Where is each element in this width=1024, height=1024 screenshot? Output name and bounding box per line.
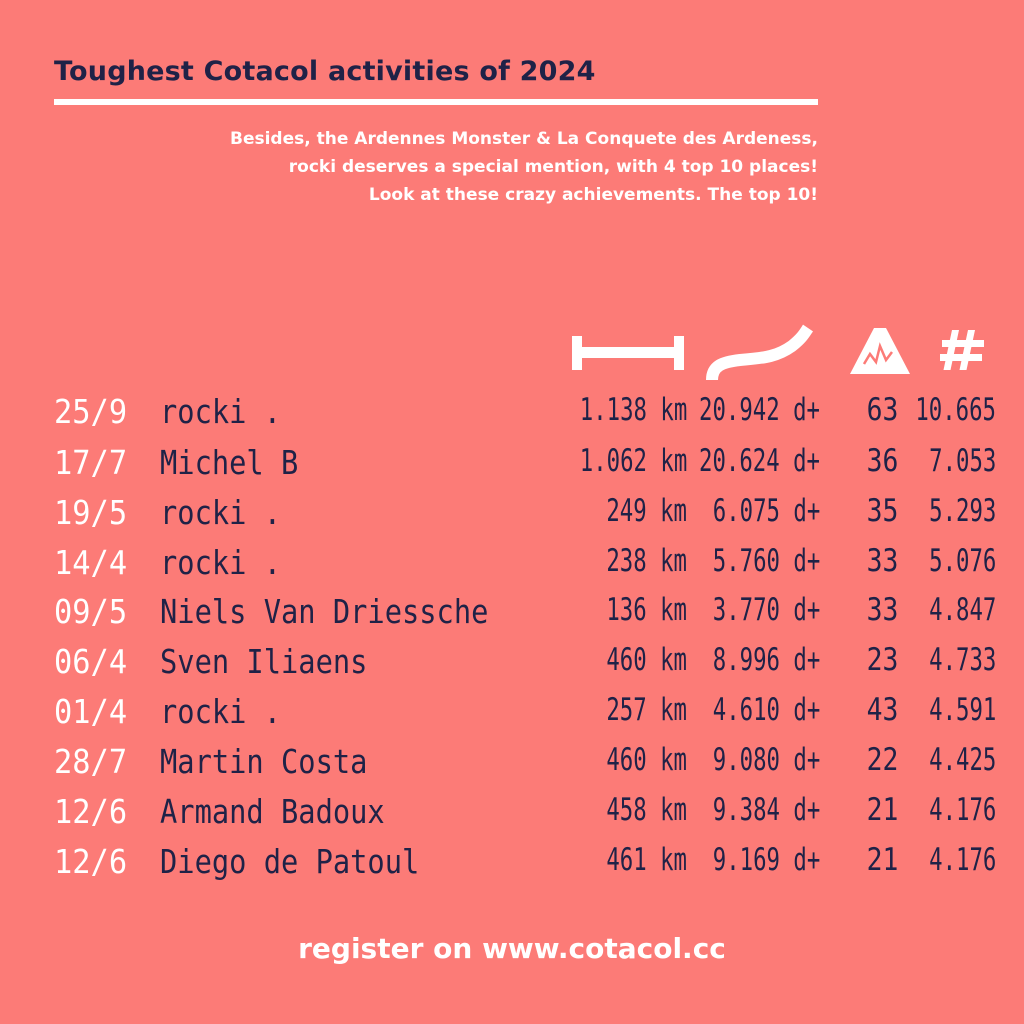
row-athlete-name: Michel B: [160, 443, 299, 482]
intro-line: Look at these crazy achievements. The to…: [368, 185, 818, 205]
table-row: 17/7 Michel B 1.062 km 20.624 d+ 36 7.05…: [0, 443, 1024, 493]
row-cotacols: 43: [866, 692, 898, 728]
row-date: 12/6: [54, 842, 128, 881]
row-cotacols: 63: [866, 392, 898, 428]
row-distance: 1.062 km: [579, 443, 687, 479]
row-score: 4.176: [928, 792, 996, 828]
row-athlete-name: Niels Van Driessche: [160, 592, 489, 631]
row-athlete-name: Sven Iliaens: [160, 642, 368, 681]
title-underline: [54, 99, 818, 105]
row-athlete-name: rocki .: [160, 543, 281, 582]
row-score: 10.665: [915, 392, 996, 428]
row-score: 4.591: [928, 692, 996, 728]
row-date: 14/4: [54, 543, 128, 582]
row-date: 09/5: [54, 592, 128, 631]
row-elevation: 3.770 d+: [712, 592, 820, 628]
row-date: 25/9: [54, 392, 128, 431]
row-distance: 238 km: [606, 543, 687, 579]
row-date: 06/4: [54, 642, 128, 681]
row-athlete-name: Martin Costa: [160, 742, 368, 781]
row-athlete-name: rocki .: [160, 493, 281, 532]
row-score: 5.293: [928, 493, 996, 529]
table-row: 14/4 rocki . 238 km 5.760 d+ 33 5.076: [0, 543, 1024, 593]
table-row: 01/4 rocki . 257 km 4.610 d+ 43 4.591: [0, 692, 1024, 742]
mountain-icon: [848, 324, 912, 380]
row-athlete-name: Armand Badoux: [160, 792, 385, 831]
row-score: 4.176: [928, 842, 996, 878]
row-date: 19/5: [54, 493, 128, 532]
row-distance: 460 km: [606, 642, 687, 678]
row-distance: 257 km: [606, 692, 687, 728]
row-date: 12/6: [54, 792, 128, 831]
row-distance: 136 km: [606, 592, 687, 628]
table-row: 09/5 Niels Van Driessche 136 km 3.770 d+…: [0, 592, 1024, 642]
row-elevation: 9.169 d+: [712, 842, 820, 878]
row-score: 4.733: [928, 642, 996, 678]
table-row: 25/9 rocki . 1.138 km 20.942 d+ 63 10.66…: [0, 392, 1024, 442]
row-date: 28/7: [54, 742, 128, 781]
row-athlete-name: rocki .: [160, 692, 281, 731]
row-distance: 249 km: [606, 493, 687, 529]
row-elevation: 5.760 d+: [712, 543, 820, 579]
table-row: 12/6 Armand Badoux 458 km 9.384 d+ 21 4.…: [0, 792, 1024, 842]
row-cotacols: 22: [866, 742, 898, 778]
intro-text: Besides, the Ardennes Monster & La Conqu…: [230, 125, 818, 209]
distance-icon: [572, 336, 684, 374]
row-cotacols: 33: [866, 543, 898, 579]
table-row: 28/7 Martin Costa 460 km 9.080 d+ 22 4.4…: [0, 742, 1024, 792]
row-elevation: 8.996 d+: [712, 642, 820, 678]
row-elevation: 20.624 d+: [699, 443, 820, 479]
row-distance: 458 km: [606, 792, 687, 828]
row-elevation: 6.075 d+: [712, 493, 820, 529]
row-score: 5.076: [928, 543, 996, 579]
row-cotacols: 35: [866, 493, 898, 529]
row-elevation: 9.384 d+: [712, 792, 820, 828]
row-elevation: 20.942 d+: [699, 392, 820, 428]
row-cotacols: 21: [866, 792, 898, 828]
page-title: Toughest Cotacol activities of 2024: [54, 56, 596, 87]
row-elevation: 9.080 d+: [712, 742, 820, 778]
elevation-road-icon: [704, 322, 816, 388]
hash-icon: [938, 330, 988, 374]
row-date: 17/7: [54, 443, 128, 482]
row-score: 4.847: [928, 592, 996, 628]
row-athlete-name: Diego de Patoul: [160, 842, 420, 881]
intro-line: rocki deserves a special mention, with 4…: [288, 157, 818, 177]
table-row: 12/6 Diego de Patoul 461 km 9.169 d+ 21 …: [0, 842, 1024, 892]
row-distance: 461 km: [606, 842, 687, 878]
register-link[interactable]: register on www.cotacol.cc: [298, 932, 726, 965]
row-cotacols: 33: [866, 592, 898, 628]
row-distance: 1.138 km: [579, 392, 687, 428]
table-row: 19/5 rocki . 249 km 6.075 d+ 35 5.293: [0, 493, 1024, 543]
table-row: 06/4 Sven Iliaens 460 km 8.996 d+ 23 4.7…: [0, 642, 1024, 692]
row-cotacols: 23: [866, 642, 898, 678]
row-cotacols: 36: [866, 443, 898, 479]
row-date: 01/4: [54, 692, 128, 731]
row-elevation: 4.610 d+: [712, 692, 820, 728]
row-cotacols: 21: [866, 842, 898, 878]
row-distance: 460 km: [606, 742, 687, 778]
row-score: 7.053: [928, 443, 996, 479]
row-score: 4.425: [928, 742, 996, 778]
row-athlete-name: rocki .: [160, 392, 281, 431]
intro-line: Besides, the Ardennes Monster & La Conqu…: [230, 129, 818, 149]
